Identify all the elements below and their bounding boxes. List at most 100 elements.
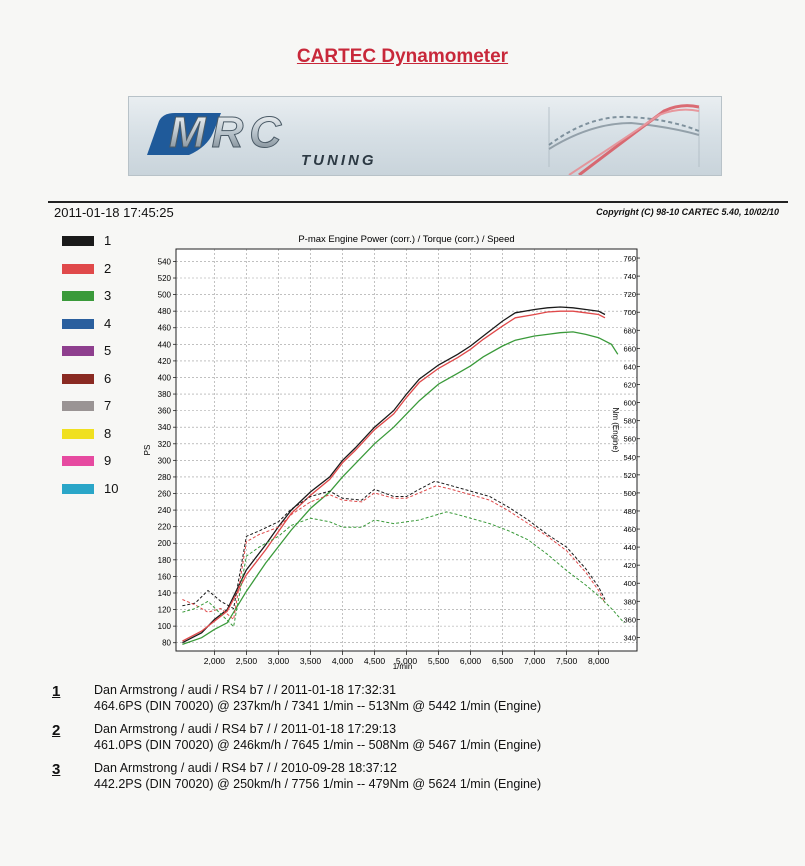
run-info: Dan Armstrong / audi / RS4 b7 / / 2011-0… (94, 722, 397, 736)
legend-label: 1 (104, 233, 112, 248)
legend-swatch (62, 346, 94, 356)
legend-swatch (62, 483, 94, 494)
y-tick-label: 460 (158, 324, 172, 333)
legend-swatch (62, 428, 94, 439)
legend-swatch (62, 456, 94, 466)
legend-item: 3 (62, 288, 152, 303)
legend-label: 7 (104, 398, 112, 413)
y2-tick-label: 600 (623, 399, 636, 408)
legend-swatch (62, 291, 94, 301)
dyno-chart: P-max Engine Power (corr.) / Torque (cor… (143, 234, 640, 670)
x-tick-label: 6,500 (492, 656, 514, 666)
legend-label: 3 (104, 288, 112, 303)
y-tick-label: 320 (158, 440, 172, 449)
run-info: Dan Armstrong / audi / RS4 b7 / / 2010-0… (94, 761, 397, 775)
y-tick-label: 520 (158, 274, 172, 283)
banner-mini-chart (548, 104, 700, 175)
legend-item: 10 (62, 480, 152, 496)
x-tick-label: 8,000 (588, 656, 610, 666)
legend-swatch (62, 236, 94, 246)
legend-label: 5 (104, 343, 112, 358)
series-line-power-3 (182, 331, 619, 646)
y-tick-label: 220 (158, 523, 172, 532)
y2-tick-label: 580 (623, 417, 636, 426)
y2-tick-label: 680 (623, 326, 636, 335)
x-tick-label: 4,000 (332, 656, 354, 666)
run-number: 2 (52, 722, 61, 739)
y-tick-label: 260 (158, 490, 172, 499)
legend-item: 6 (62, 370, 152, 386)
y-axis-label: PS (143, 445, 152, 456)
x-tick-label: 7,000 (524, 656, 546, 666)
brand-banner: MRC TUNING (128, 96, 722, 176)
series-line-power-1 (182, 306, 606, 644)
logo-blue-swoosh (147, 113, 221, 155)
y2-tick-label: 440 (623, 543, 636, 552)
y2-tick-label: 420 (623, 561, 636, 570)
y2-tick-label: 340 (623, 633, 636, 642)
run-result: 464.6PS (DIN 70020) @ 237km/h / 7341 1/m… (94, 699, 542, 713)
y2-tick-label: 620 (623, 381, 636, 390)
x-tick-label: 3,500 (300, 656, 322, 666)
legend-label: 9 (104, 453, 112, 468)
y2-tick-label: 540 (623, 453, 636, 462)
legend-label: 2 (104, 260, 112, 276)
x-tick-label: 7,500 (556, 656, 578, 666)
y-tick-label: 500 (158, 291, 172, 300)
x-tick-label: 2,000 (204, 656, 226, 666)
brand-main-text: MRC (169, 108, 287, 157)
legend-label: 8 (104, 425, 112, 441)
x-tick-label: 5,500 (428, 656, 450, 666)
legend-label: 4 (104, 315, 112, 331)
y-tick-label: 80 (162, 639, 171, 648)
y2-tick-label: 520 (623, 471, 636, 480)
y2-tick-label: 400 (623, 579, 636, 588)
y2-tick-label: 700 (623, 308, 636, 317)
x-tick-label: 2,500 (236, 656, 258, 666)
y-tick-label: 480 (158, 307, 172, 316)
run-result: 461.0PS (DIN 70020) @ 246km/h / 7645 1/m… (94, 738, 542, 752)
y-tick-label: 340 (158, 423, 172, 432)
run-number: 1 (52, 683, 61, 700)
y2-tick-label: 560 (623, 435, 636, 444)
series-line-torque-1 (182, 480, 606, 610)
legend-swatch (62, 401, 94, 411)
y-tick-label: 420 (158, 357, 172, 366)
legend-label: 6 (104, 370, 112, 386)
legend-item: 4 (62, 315, 152, 331)
y2-axis-label: Nm (Engine) (611, 408, 620, 453)
copyright-note: Copyright (C) 98-10 CARTEC 5.40, 10/02/1… (596, 207, 779, 217)
header-rule (48, 201, 788, 203)
y-tick-label: 360 (158, 407, 172, 416)
page-title: CARTEC Dynamometer (296, 46, 509, 67)
y2-tick-label: 660 (623, 344, 636, 353)
y-tick-label: 240 (158, 506, 172, 515)
legend-item: 5 (62, 343, 152, 358)
brand-sub-text: TUNING (301, 152, 377, 169)
y2-tick-label: 720 (623, 290, 636, 299)
y-tick-label: 120 (158, 606, 172, 615)
x-tick-label: 6,000 (460, 656, 482, 666)
y-tick-label: 180 (158, 556, 172, 565)
x-axis-label: 1/min (393, 662, 413, 670)
series-line-torque-2 (182, 485, 606, 621)
legend-swatch (62, 318, 94, 329)
y2-tick-label: 640 (623, 362, 636, 371)
y-tick-label: 400 (158, 373, 172, 382)
y2-tick-label: 360 (623, 615, 636, 624)
y2-tick-label: 500 (623, 489, 636, 498)
y-tick-label: 300 (158, 456, 172, 465)
y-tick-label: 440 (158, 340, 172, 349)
y-tick-label: 140 (158, 589, 172, 598)
report-datetime: 2011-01-18 17:45:25 (54, 205, 174, 220)
y2-tick-label: 480 (623, 507, 636, 516)
legend-label: 10 (104, 480, 119, 496)
legend-item: 8 (62, 425, 152, 441)
x-tick-label: 3,000 (268, 656, 290, 666)
run-number: 3 (52, 761, 61, 778)
run-info: Dan Armstrong / audi / RS4 b7 / / 2011-0… (94, 683, 397, 697)
y-tick-label: 380 (158, 390, 172, 399)
series-line-power-2 (182, 310, 606, 642)
mrc-tuning-logo: MRC TUNING (147, 104, 700, 175)
legend-item: 2 (62, 260, 152, 276)
